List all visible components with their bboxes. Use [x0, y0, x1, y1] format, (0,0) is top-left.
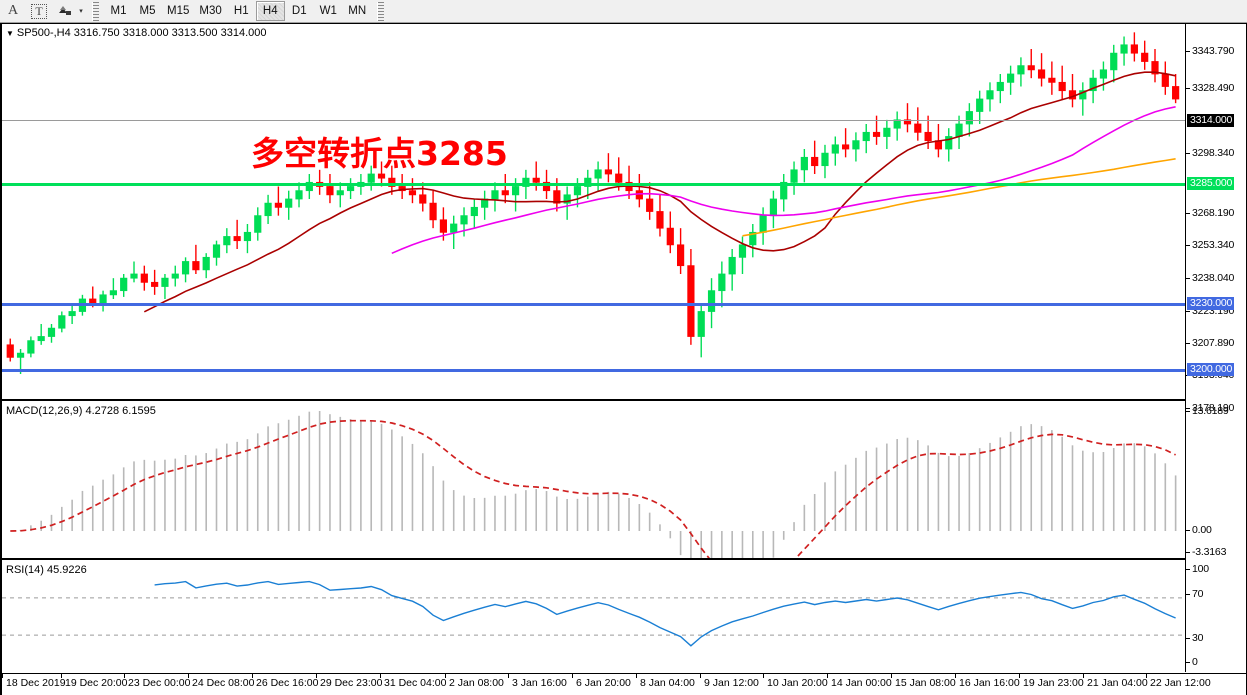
time-label: 15 Jan 08:00: [895, 677, 956, 689]
pane-separator-2: [2, 558, 1246, 560]
time-tick: [252, 674, 253, 678]
time-tick: [700, 674, 701, 678]
time-tick: [316, 674, 317, 678]
support-resistance-3200[interactable]: [2, 369, 1185, 372]
toolbar-grip[interactable]: [92, 1, 99, 21]
timeframe-d1[interactable]: D1: [291, 5, 307, 17]
time-label: 23 Dec 00:00: [128, 677, 191, 689]
price-scale[interactable]: 3343.790 3328.490 3298.340 3268.190 3253.340…: [1185, 24, 1246, 672]
rsi-label: RSI(14) 45.9226: [6, 564, 87, 576]
time-tick: [763, 674, 764, 678]
time-tick: [1146, 674, 1147, 678]
timeframe-m15[interactable]: M15: [167, 5, 190, 17]
timeframe-bar: M1 M5 M15 M30 H1 H4 D1 W1 MN: [104, 1, 372, 21]
time-tick: [827, 674, 828, 678]
time-label: 26 Dec 16:00: [256, 677, 319, 689]
level-label-3200[interactable]: 3200.000: [1187, 363, 1235, 376]
rsi-pane[interactable]: RSI(14) 45.9226: [2, 562, 1185, 672]
candlestick-plot: [6, 32, 1180, 374]
time-label: 6 Jan 20:00: [576, 677, 631, 689]
time-tick: [380, 674, 381, 678]
pane-separator-1: [2, 399, 1246, 401]
timeframe-m30[interactable]: M30: [199, 5, 222, 17]
time-tick: [891, 674, 892, 678]
symbol-collapse-icon[interactable]: ▼: [6, 29, 14, 38]
time-tick: [955, 674, 956, 678]
time-label: 3 Jan 16:00: [512, 677, 567, 689]
time-label: 14 Jan 00:00: [831, 677, 892, 689]
time-label: 24 Dec 08:00: [192, 677, 255, 689]
time-label: 18 Dec 2019: [6, 677, 66, 689]
time-label: 8 Jan 04:00: [640, 677, 695, 689]
timeframe-m1[interactable]: M1: [110, 5, 127, 17]
time-label: 21 Jan 04:00: [1087, 677, 1148, 689]
objects-dropdown-chevron-icon[interactable]: ▾: [79, 8, 83, 15]
time-label: 16 Jan 16:00: [959, 677, 1020, 689]
chart-annotation-text: 多空转折点3285: [251, 134, 508, 173]
rsi-plot: [2, 580, 1185, 647]
time-label: 31 Dec 04:00: [384, 677, 447, 689]
timeframe-h1[interactable]: H1: [233, 5, 249, 17]
support-resistance-3230[interactable]: [2, 303, 1185, 306]
timeframe-w1[interactable]: W1: [319, 5, 337, 17]
time-label: 9 Jan 12:00: [704, 677, 759, 689]
macd-plot: [10, 411, 1177, 558]
current-price-line[interactable]: [2, 120, 1185, 121]
toolbar-grip-end[interactable]: [376, 1, 384, 21]
time-tick: [2, 674, 3, 678]
time-tick: [1083, 674, 1084, 678]
timeframe-m5[interactable]: M5: [139, 5, 156, 17]
toolbar: A T ▾ M1 M5 M15 M30 H1 H4 D1 W1 MN: [0, 0, 1247, 23]
symbol-text: SP500-,H4 3316.750 3318.000 3313.500 331…: [16, 27, 267, 39]
time-tick: [188, 674, 189, 678]
time-tick: [572, 674, 573, 678]
time-axis: 18 Dec 2019 19 Dec 20:00 23 Dec 00:00 24 De…: [2, 673, 1246, 695]
time-label: 29 Dec 23:00: [320, 677, 383, 689]
text-tool-icon[interactable]: A: [7, 3, 19, 18]
price-pane[interactable]: ▼ SP500-,H4 3316.750 3318.000 3313.500 33…: [2, 24, 1185, 399]
time-tick: [636, 674, 637, 678]
support-resistance-3285[interactable]: [2, 183, 1185, 186]
time-label: 19 Jan 23:00: [1023, 677, 1084, 689]
time-tick: [61, 674, 62, 678]
time-tick: [1019, 674, 1020, 678]
level-label-3285[interactable]: 3285.000: [1187, 177, 1235, 190]
time-label: 19 Dec 20:00: [65, 677, 128, 689]
timeframe-mn[interactable]: MN: [348, 5, 367, 17]
time-tick: [124, 674, 125, 678]
time-tick: [445, 674, 446, 678]
symbol-header: ▼ SP500-,H4 3316.750 3318.000 3313.500 33…: [6, 27, 266, 39]
time-label: 22 Jan 12:00: [1150, 677, 1211, 689]
current-price-label[interactable]: 3314.000: [1187, 114, 1235, 127]
macd-label: MACD(12,26,9) 4.2728 6.1595: [6, 405, 156, 417]
time-tick: [508, 674, 509, 678]
time-label: 2 Jan 08:00: [449, 677, 504, 689]
objects-icon[interactable]: [52, 1, 78, 22]
label-tool-icon[interactable]: T: [26, 1, 52, 22]
time-label: 10 Jan 20:00: [767, 677, 828, 689]
timeframe-h4[interactable]: H4: [255, 1, 285, 21]
level-label-3230[interactable]: 3230.000: [1187, 297, 1235, 310]
chart-frame[interactable]: ▼ SP500-,H4 3316.750 3318.000 3313.500 33…: [0, 23, 1247, 695]
macd-pane[interactable]: MACD(12,26,9) 4.2728 6.1595: [2, 403, 1185, 558]
